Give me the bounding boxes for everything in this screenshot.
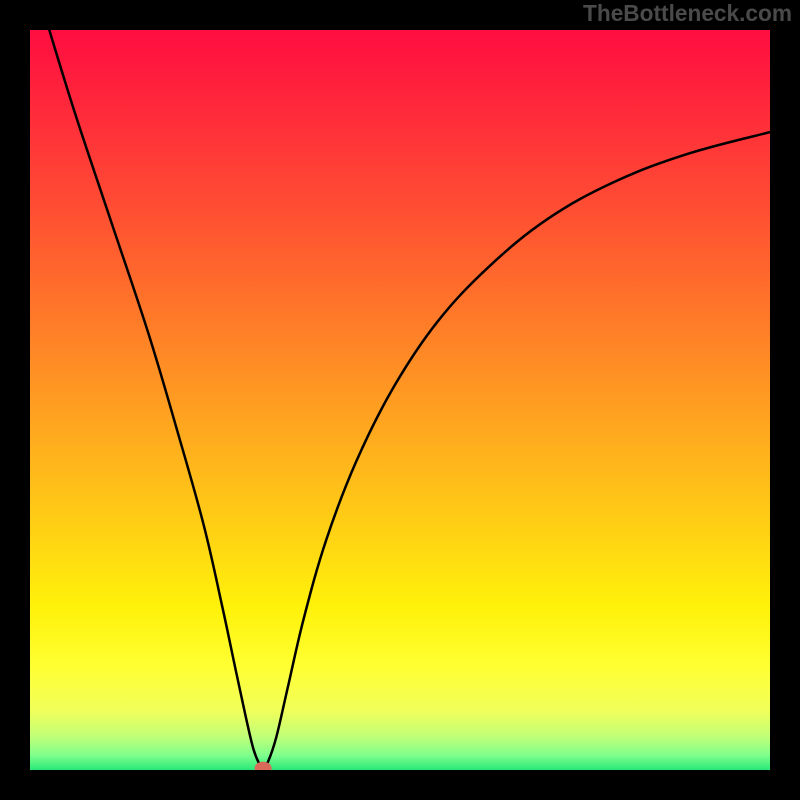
chart-background [30,30,770,770]
watermark-text: TheBottleneck.com [583,0,792,27]
bottleneck-chart [0,0,800,800]
chart-container: TheBottleneck.com [0,0,800,800]
